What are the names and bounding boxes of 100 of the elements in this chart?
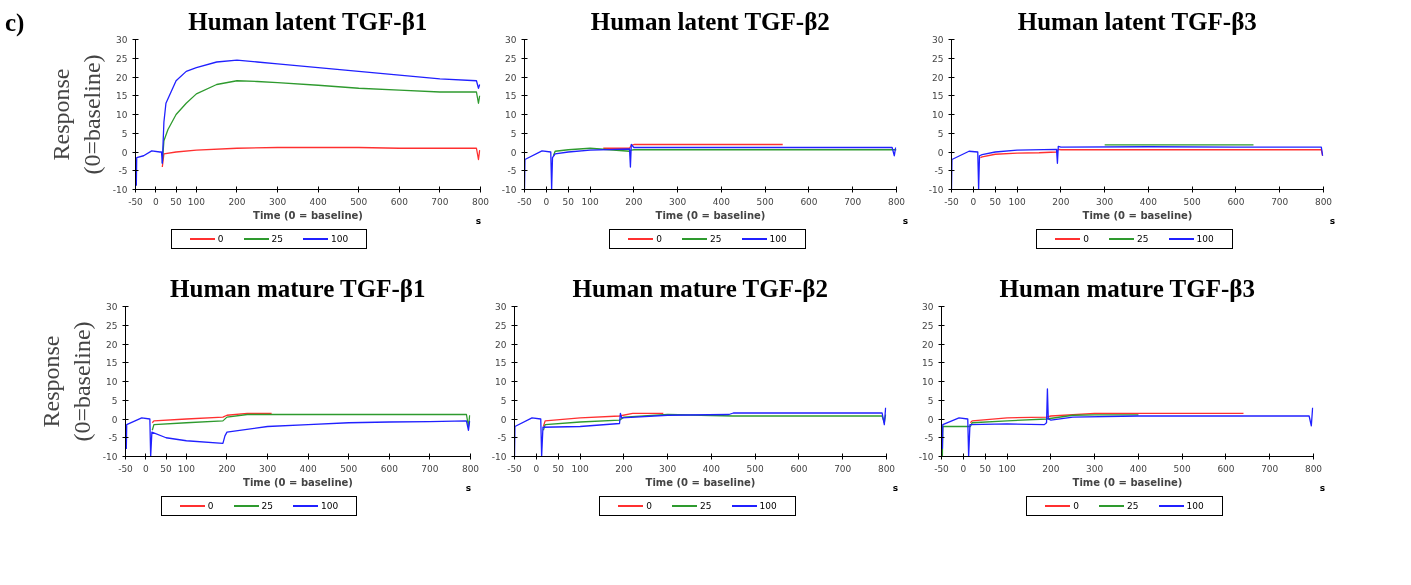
y-tick-label: 15 [932,91,944,102]
x-tick-label: 500 [746,463,765,474]
x-tick-label: 200 [218,463,236,474]
legend-label: 100 [769,232,787,246]
y-tick-label: 5 [510,128,517,139]
x-axis-title: Time (0 = baseline) [655,209,766,221]
x-tick-label: 400 [712,196,731,207]
x-tick-label: 500 [1183,196,1202,207]
y-tick-label: -10 [102,452,118,462]
y-tick-label: -10 [918,452,934,462]
x-tick-label: 600 [1227,196,1245,207]
y-tick-label: 5 [500,395,507,406]
x-tick-label: 300 [258,463,277,474]
x-tick-label: 600 [390,196,409,207]
legend-label: 100 [1196,232,1214,246]
x-tick-label: 400 [309,196,328,207]
legend-label: 25 [700,499,712,513]
x-tick-label: 600 [380,463,399,474]
line-series [941,414,1140,457]
x-tick-label: 100 [1008,196,1027,207]
x-tick-label: 0 [543,196,550,207]
y-tick-label: -10 [501,185,517,195]
y-tick-label: 10 [116,110,128,120]
legend-label: 100 [331,232,349,246]
text: s [1329,215,1335,226]
y-tick-label: 25 [495,320,507,331]
x-axis-title: Time (0 = baseline) [253,209,363,221]
y-tick-label: 10 [495,377,507,387]
y-tick-label: 20 [106,339,118,350]
x-tick-label: 100 [998,463,1017,474]
x-tick-label: 0 [960,463,967,474]
text: c) [5,8,25,38]
y-tick-label: 5 [937,128,944,139]
line-series [542,412,664,428]
y-tick-label: -10 [112,185,128,195]
y-axis-title: Response (0=baseline) [47,54,105,175]
x-tick-label: 400 [702,463,721,474]
chart-title: Human latent TGF-β3 [1017,7,1257,35]
x-tick-label: 50 [170,196,183,207]
x-tick-label: 800 [877,463,896,474]
x-tick-label: 700 [1271,196,1289,207]
y-tick-label: -5 [108,433,118,444]
x-tick-label: 500 [340,463,358,474]
legend-label: 25 [1127,499,1139,513]
x-axis-title: Time (0 = baseline) [1072,476,1183,488]
x-tick-label: 100 [571,463,590,474]
text: s [475,215,481,226]
x-tick-label: 700 [834,463,852,474]
y-tick-label: 15 [116,91,128,102]
x-tick-label: 600 [1217,463,1235,474]
y-tick-label: 30 [106,302,118,312]
line-series [552,147,897,157]
x-tick-label: -50 [934,463,950,474]
x-tick-label: 300 [1086,463,1104,474]
x-tick-label: 500 [756,196,775,207]
x-axis-title: Time (0 = baseline) [645,476,756,488]
x-tick-label: 800 [887,196,906,207]
y-tick-label: 25 [932,53,944,64]
y-tick-label: 25 [106,320,118,331]
x-tick-label: 100 [581,196,600,207]
y-tick-label: 5 [111,395,118,406]
x-tick-label: 200 [625,196,643,207]
y-tick-label: 0 [927,414,934,425]
y-tick-label: 0 [510,147,517,158]
y-tick-label: 15 [505,91,517,102]
text: s [1319,482,1325,493]
y-tick-label: 20 [116,72,128,83]
y-tick-label: 30 [505,35,517,45]
legend-label: 25 [261,499,273,513]
y-tick-label: 30 [116,35,128,45]
x-tick-label: -50 [118,463,134,474]
legend-label: 100 [321,499,339,513]
x-tick-label: 800 [471,196,490,207]
x-tick-label: 100 [177,463,196,474]
y-tick-label: 10 [106,377,118,387]
y-tick-label: 0 [121,147,128,158]
x-tick-label: 200 [1052,196,1070,207]
legend-label: 0 [646,499,653,513]
x-tick-label: 800 [1304,463,1323,474]
y-tick-label: -5 [934,166,944,177]
x-tick-label: 0 [970,196,977,207]
chart-title: Human latent TGF-β2 [590,7,830,35]
y-tick-label: -5 [507,166,517,177]
y-tick-label: 10 [932,110,944,120]
x-tick-label: 700 [1261,463,1279,474]
legend-label: 0 [1083,232,1090,246]
y-tick-label: 20 [932,72,944,83]
y-tick-label: -5 [497,433,507,444]
y-tick-label: -10 [928,185,944,195]
y-axis-title: Response (0=baseline) [37,321,95,442]
y-tick-label: 25 [922,320,934,331]
line-series [979,148,1324,159]
legend-label: 100 [759,499,777,513]
x-tick-label: 0 [152,196,159,207]
y-tick-label: -5 [118,166,128,177]
y-tick-label: 0 [937,147,944,158]
x-tick-label: -50 [517,196,533,207]
text: s [465,482,471,493]
x-tick-label: 50 [979,463,992,474]
x-tick-label: 800 [461,463,480,474]
